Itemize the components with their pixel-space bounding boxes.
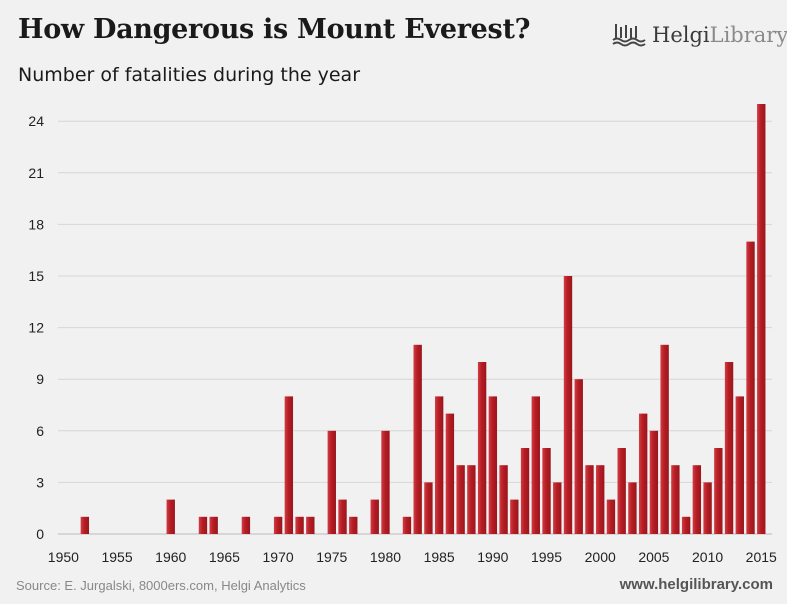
brand-name: HelgiLibrary. [652,23,787,47]
bar [413,344,422,534]
bar [306,516,315,534]
y-tick-label: 24 [28,113,44,129]
bar [477,362,487,534]
bar [381,430,390,534]
y-tick-label: 21 [28,165,44,181]
x-tick-label: 2005 [638,549,669,565]
bar [563,276,573,534]
bar [692,465,702,534]
x-tick-label: 2010 [692,549,723,565]
y-tick-label: 0 [36,526,44,542]
bar [681,516,691,534]
bar [735,396,744,534]
bar [628,482,637,534]
y-tick-label: 9 [36,371,44,387]
bar [649,430,659,534]
x-tick-label: 1975 [316,549,347,565]
bar [434,396,444,534]
bar [714,448,723,534]
bar [445,413,455,534]
x-tick-label: 1995 [531,549,562,565]
brand-name-part2: Library. [709,23,787,47]
bar [424,482,433,534]
x-tick-label: 1970 [263,549,294,565]
x-tick-label: 1965 [209,549,240,565]
bar [596,465,605,534]
bar [241,516,251,534]
chart-subtitle: Number of fatalities during the year [18,64,360,86]
bar [617,448,626,534]
x-tick-label: 1985 [424,549,455,565]
y-tick-label: 6 [36,423,44,439]
bar [553,482,562,534]
bar [338,499,347,534]
bar [638,413,648,534]
y-tick-label: 15 [28,268,44,284]
bar [327,430,336,534]
bar [542,448,551,534]
bar [402,516,412,534]
y-tick-label: 18 [28,216,44,232]
bar [273,516,283,534]
bar [467,465,476,534]
bar [660,344,669,534]
chart-title: How Dangerous is Mount Everest? [18,14,531,45]
bar [510,499,519,534]
x-tick-label: 1990 [477,549,508,565]
library-icon [612,24,646,47]
bar [724,362,734,534]
x-tick-label: 1950 [48,549,79,565]
y-tick-label: 3 [36,474,44,490]
bar [284,396,294,534]
bar [80,516,90,534]
website-link[interactable]: www.helgilibrary.com [619,576,773,593]
bar [757,104,766,534]
bar [606,499,616,534]
x-tick-label: 1960 [155,549,186,565]
bars [80,104,766,534]
bar [456,465,465,534]
brand-name-part1: Helgi [652,23,710,47]
bar [703,482,712,534]
x-tick-label: 2015 [746,549,777,565]
y-tick-label: 12 [28,320,44,336]
source-note: Source: E. Jurgalski, 8000ers.com, Helgi… [16,578,306,593]
bar [746,241,755,534]
bar [166,499,175,534]
bar [671,465,680,534]
x-tick-label: 1955 [101,549,132,565]
bar [574,379,583,534]
bar [585,465,594,534]
bar [531,396,540,534]
bar [349,516,358,534]
brand-logo: HelgiLibrary. [612,20,787,50]
x-tick-label: 2000 [585,549,616,565]
bar [499,465,508,534]
x-axis: 1950 1955 1960 1965 1970 1975 1980 1985 1990 1995… [48,549,777,565]
x-tick-label: 1980 [370,549,401,565]
bar [520,448,530,534]
bar [295,516,304,534]
bar [198,516,208,534]
bar [488,396,498,534]
bar [370,499,379,534]
bar [209,516,218,534]
y-axis: 0 3 6 9 12 15 18 21 24 [28,113,44,542]
